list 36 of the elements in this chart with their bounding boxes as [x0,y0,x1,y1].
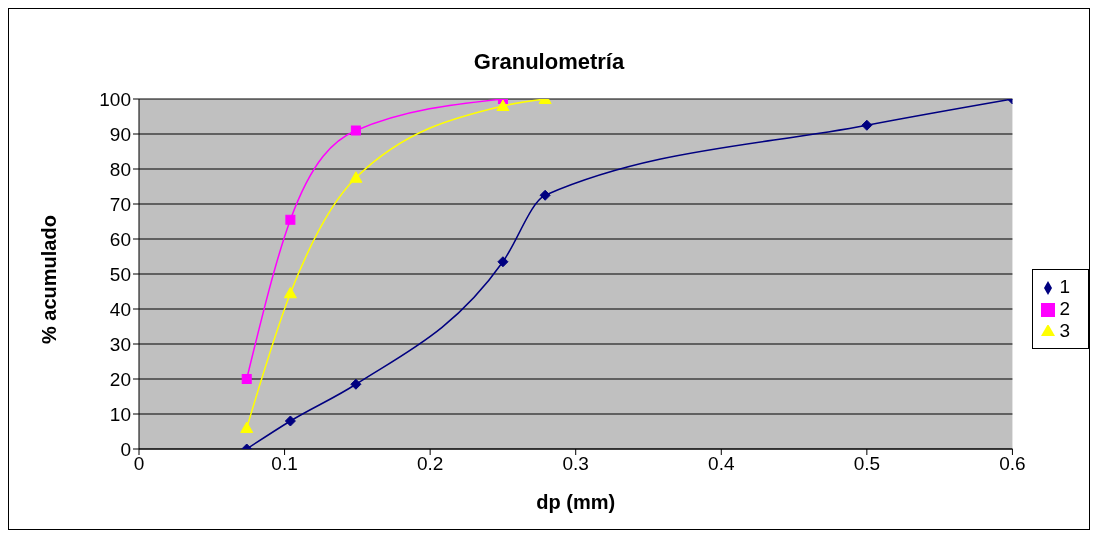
y-tick-label: 30 [109,333,131,355]
legend-label: 1 [1059,276,1070,297]
y-tick-label: 0 [120,438,131,460]
y-tick-label: 40 [109,298,131,320]
x-tick-label: 0.1 [271,453,298,475]
point [861,119,873,131]
y-axis-title: % acumulado [38,215,61,344]
y-tick-label: 20 [109,368,131,390]
point [539,189,551,201]
legend-label: 2 [1059,298,1070,319]
point [350,378,362,390]
x-tick-label: 0.6 [999,453,1026,475]
y-tick-label: 70 [109,193,131,215]
point [349,171,363,183]
point [284,415,296,427]
point [497,256,509,268]
x-tick-label: 0.5 [853,453,881,475]
point [350,125,361,136]
y-tick-label: 50 [109,263,131,285]
x-tick-label: 0 [133,453,145,475]
y-tick-label: 90 [109,123,131,145]
x-tick-label: 0.4 [708,453,735,475]
chart-title: Granulometría [472,48,626,76]
y-tick-label: 10 [109,403,131,425]
point [285,214,296,225]
point [240,421,254,433]
point [496,99,510,111]
y-tick-label: 100 [99,88,131,110]
point [283,286,297,299]
legend-label: 3 [1059,320,1070,341]
x-axis-title: dp (mm) [536,491,616,513]
x-tick-label: 0.3 [562,453,589,475]
y-tick-label: 60 [109,228,131,250]
point [241,374,252,384]
y-tick-label: 80 [109,158,131,180]
x-tick-label: 0.2 [416,453,444,475]
